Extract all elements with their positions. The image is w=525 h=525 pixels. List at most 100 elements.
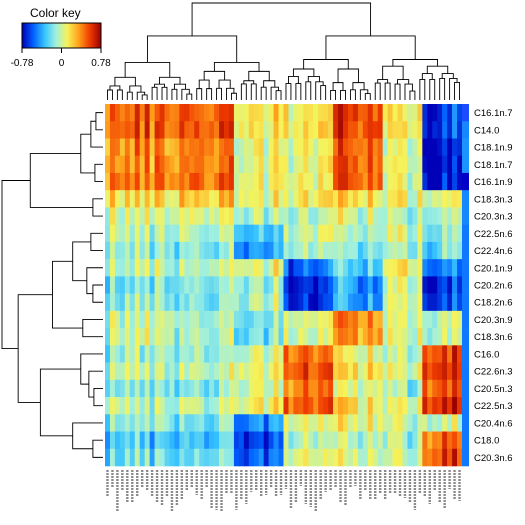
heatmap-cell: [144, 328, 150, 346]
heatmap-cell: [219, 104, 225, 122]
heatmap-cell: [253, 224, 260, 243]
heatmap-cell: [288, 104, 294, 122]
heatmap-cell: [144, 155, 150, 174]
heatmap-cell: [298, 190, 304, 208]
heatmap-cell: [437, 224, 443, 243]
heatmap-cell: [105, 431, 111, 450]
row-dendrogram-branch: [90, 120, 103, 148]
heatmap-cell: [248, 431, 255, 450]
heatmap-cell: [392, 121, 398, 139]
heatmap-cell: [298, 259, 304, 277]
heatmap-cell: [382, 104, 388, 122]
heatmap-cell: [397, 172, 403, 191]
heatmap-cell: [253, 207, 260, 225]
heatmap-cell: [427, 362, 433, 381]
heatmap-cell: [144, 224, 150, 243]
heatmap-cell: [219, 172, 225, 191]
heatmap-cell: [323, 448, 329, 467]
heatmap-cell: [382, 207, 388, 225]
heatmap-cell: [278, 448, 284, 467]
heatmap-cell: [228, 104, 235, 122]
heatmap-cell: [333, 293, 339, 312]
heatmap-cell: [174, 276, 180, 294]
heatmap-cell: [174, 224, 180, 243]
heatmap-cell: [233, 172, 240, 191]
heatmap-cell: [124, 276, 131, 294]
heatmap-cell: [417, 448, 423, 467]
heatmap-cell: [258, 293, 264, 312]
heatmap-cell: [253, 121, 260, 139]
heatmap-cell: [402, 414, 408, 432]
heatmap-cell: [432, 121, 438, 139]
heatmap-cell: [228, 293, 235, 312]
heatmap-cell: [233, 448, 240, 467]
heatmap-cell: [318, 224, 324, 243]
heatmap-cell: [174, 207, 180, 225]
heatmap-cell: [194, 138, 200, 157]
heatmap-cell: [134, 379, 141, 398]
heatmap-cell: [313, 362, 319, 381]
column-dendrogram-branch: [288, 75, 299, 84]
heatmap-cell: [164, 104, 170, 122]
heatmap-cell: [154, 310, 160, 329]
heatmap-cell: [184, 345, 190, 363]
heatmap-cell: [338, 121, 344, 139]
heatmap-cell: [199, 138, 205, 157]
heatmap-cell: [219, 328, 225, 346]
heatmap-cell: [288, 397, 294, 415]
row-dendrogram-branch: [92, 439, 103, 458]
heatmap-cell: [352, 121, 359, 139]
heatmap-cell: [382, 414, 388, 432]
heatmap-cell: [343, 328, 349, 346]
heatmap-cell: [362, 138, 369, 157]
heatmap-cell: [219, 190, 225, 208]
heatmap-cell: [253, 104, 260, 122]
heatmap-cell: [134, 310, 141, 329]
heatmap-cell: [248, 190, 255, 208]
heatmap-cell: [214, 190, 220, 208]
heatmap-cell: [437, 155, 443, 174]
heatmap-cell: [219, 414, 225, 432]
heatmap-cell: [437, 448, 443, 467]
heatmap-cell: [333, 172, 339, 191]
heatmap-cell: [139, 310, 145, 329]
heatmap-cell: [392, 241, 398, 260]
heatmap-cell: [447, 431, 453, 450]
heatmap-cell: [174, 310, 180, 329]
heatmap-cell: [323, 190, 329, 208]
heatmap-cell: [387, 259, 393, 277]
heatmap-cell: [109, 276, 116, 294]
heatmap-cell: [427, 293, 433, 312]
column-dendrogram-branch: [173, 83, 187, 90]
heatmap-cell: [387, 414, 393, 432]
heatmap-cell: [209, 345, 215, 363]
heatmap-cell: [184, 155, 190, 174]
heatmap-cell: [119, 259, 126, 277]
heatmap-cell: [134, 172, 141, 191]
heatmap-cell: [258, 310, 264, 329]
heatmap-cell: [105, 172, 111, 191]
heatmap-cell: [347, 276, 354, 294]
heatmap-cell: [407, 224, 413, 243]
heatmap-cell: [258, 448, 264, 467]
heatmap-cell: [452, 414, 458, 432]
heatmap-cell: [402, 241, 408, 260]
heatmap-cell: [159, 121, 165, 139]
heatmap-cell: [343, 155, 349, 174]
heatmap-cell: [134, 155, 141, 174]
heatmap-cell: [233, 345, 240, 363]
row-dendrogram-branch: [17, 294, 53, 403]
heatmap-cell: [392, 362, 398, 381]
heatmap-cell: [199, 328, 205, 346]
heatmap-cell: [442, 207, 448, 225]
heatmap-cell: [417, 293, 423, 312]
heatmap-cell: [457, 104, 463, 122]
heatmap-cell: [194, 431, 200, 450]
heatmap-cell: [109, 121, 116, 139]
heatmap-cell: [253, 241, 260, 260]
row-side-color-cell: [462, 328, 469, 346]
heatmap-cell: [422, 224, 428, 243]
heatmap-cell: [372, 241, 379, 260]
heatmap-cell: [333, 121, 339, 139]
heatmap-cell: [169, 207, 175, 225]
